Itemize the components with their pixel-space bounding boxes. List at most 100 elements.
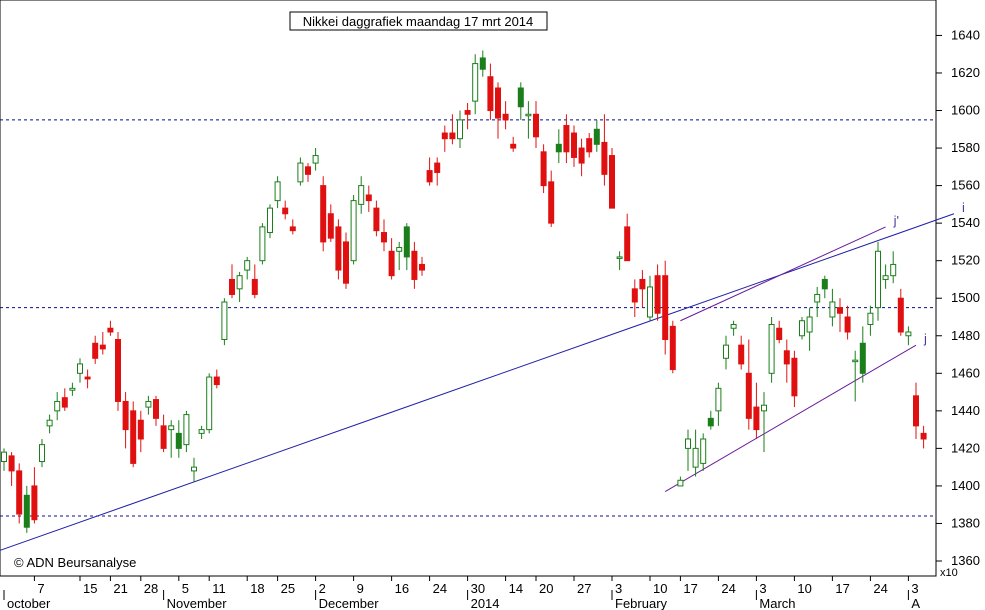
candle-body-103: [783, 350, 790, 365]
x-tick-label-0: 7: [37, 581, 44, 596]
candle-body-77: [586, 138, 593, 153]
candle-body-23: [175, 432, 182, 449]
y-tick-label-1500: 1500: [951, 290, 980, 305]
candle-body-55: [419, 263, 425, 271]
candle-body-81: [616, 256, 623, 259]
candle-body-63: [479, 57, 486, 70]
candle-body-75: [571, 132, 577, 158]
chart-title-box: Nikkei daggrafiek maandag 17 mrt 2014: [289, 11, 548, 31]
candle-body-85: [647, 286, 653, 318]
y-tick-label-1420: 1420: [951, 440, 980, 455]
candle-body-109: [829, 301, 836, 318]
candle-body-19: [145, 400, 152, 408]
candle-body-108: [821, 278, 828, 290]
candle-body-14: [107, 327, 114, 333]
candle-body-99: [753, 406, 760, 431]
candle-body-43: [327, 213, 334, 239]
candle-body-98: [745, 372, 752, 419]
candle-body-38: [289, 226, 296, 232]
candle-body-15: [115, 339, 121, 402]
candle-body-5: [39, 444, 45, 463]
plot-frame: [0, 0, 937, 577]
candle-body-91: [692, 447, 699, 468]
candle-body-17: [130, 410, 137, 464]
chart-title-frame: [289, 11, 548, 31]
y-tick-label-1640: 1640: [951, 27, 980, 42]
candle-body-54: [411, 250, 418, 280]
candle-body-74: [563, 125, 570, 153]
x-axis: 7 15 21 28 5 11 18 25 2 9 16 24 30 14 20 27 3 10 17 24 3 10 17…: [3, 576, 920, 610]
x-tick-label-9: 9: [357, 581, 364, 596]
trendline-0: [0, 213, 955, 551]
y-tick-label-1440: 1440: [951, 403, 980, 418]
y-tick-label-1580: 1580: [951, 140, 980, 155]
candle-body-25: [191, 466, 197, 472]
chart-title: Nikkei daggrafiek maandag 17 mrt 2014: [303, 14, 534, 29]
x-tick-label-22: 17: [835, 581, 849, 596]
candle-body-110: [837, 307, 843, 314]
y-tick-label-1620: 1620: [951, 65, 980, 80]
y-multiplier: x10: [940, 567, 958, 579]
candle-body-46: [350, 200, 357, 262]
y-tick-label-1460: 1460: [951, 365, 980, 380]
candle-body-86: [654, 275, 661, 314]
y-tick-label-1380: 1380: [951, 515, 980, 530]
candle-body-78: [593, 128, 600, 145]
watermark: © ADN Beursanalyse: [14, 555, 136, 570]
candle-body-96: [730, 323, 737, 329]
x-tick-label-8: 2: [319, 581, 326, 596]
candle-body-50: [381, 232, 387, 243]
candle-body-119: [905, 331, 912, 337]
x-tick-label-12: 30: [471, 581, 485, 596]
trendline-label-0: i: [962, 200, 965, 215]
candles: [1, 50, 927, 533]
candle-body-89: [677, 479, 684, 487]
x-tick-label-14: 20: [539, 581, 553, 596]
candle-body-116: [882, 275, 889, 280]
x-tick-label-2: 21: [113, 581, 127, 596]
candle-body-114: [867, 312, 874, 325]
candle-body-44: [335, 226, 342, 271]
x-tick-label-11: 24: [433, 581, 447, 596]
candle-body-18: [137, 419, 144, 440]
candle-body-92: [700, 438, 707, 464]
candle-body-42: [320, 185, 327, 243]
trendline-label-1: j': [893, 213, 899, 228]
y-tick-label-1520: 1520: [951, 253, 980, 268]
x-month-label-3: 2014: [471, 596, 500, 610]
candle-body-47: [358, 185, 365, 205]
candle-body-83: [631, 288, 638, 303]
candle-body-36: [274, 181, 281, 202]
candle-body-41: [312, 155, 319, 164]
x-month-label-0: october: [7, 596, 51, 610]
candle-body-21: [160, 425, 167, 449]
candle-body-61: [464, 110, 471, 115]
candle-body-9: [69, 387, 76, 391]
x-tick-label-13: 14: [509, 581, 523, 596]
candle-body-73: [555, 143, 562, 153]
candle-body-12: [92, 342, 99, 359]
trendline-2: [664, 344, 917, 492]
x-tick-label-10: 16: [395, 581, 409, 596]
candle-body-101: [768, 323, 775, 374]
candle-body-29: [221, 301, 228, 341]
candle-body-4: [31, 485, 38, 521]
candle-body-45: [343, 241, 349, 284]
x-tick-label-24: 3: [911, 581, 918, 596]
candle-body-94: [715, 387, 722, 412]
candle-body-13: [99, 344, 106, 350]
candle-body-66: [502, 113, 509, 121]
candle-body-33: [251, 278, 258, 295]
candle-body-71: [540, 151, 547, 187]
candle-body-37: [282, 207, 289, 215]
candle-body-76: [578, 147, 585, 164]
candle-body-56: [426, 170, 433, 183]
candle-body-0: [1, 451, 7, 463]
candle-body-22: [168, 425, 175, 431]
y-tick-label-1600: 1600: [951, 103, 980, 118]
candle-body-58: [441, 132, 448, 140]
candle-body-64: [487, 76, 494, 112]
candle-body-113: [859, 342, 866, 374]
candle-body-79: [601, 141, 608, 175]
